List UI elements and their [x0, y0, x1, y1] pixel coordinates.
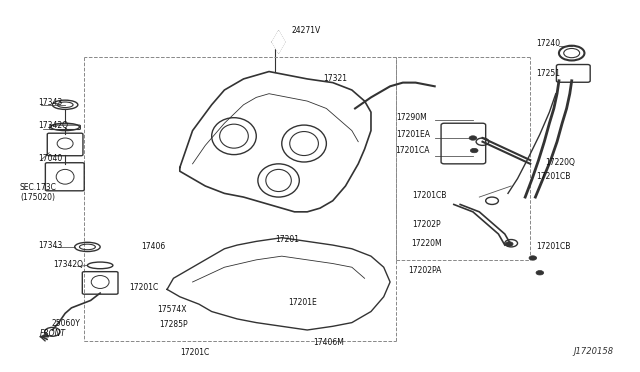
Text: 17240: 17240	[537, 39, 561, 48]
Polygon shape	[272, 31, 285, 53]
Text: 17343: 17343	[38, 99, 63, 108]
Circle shape	[536, 270, 543, 275]
Text: 17220Q: 17220Q	[545, 157, 575, 167]
Circle shape	[506, 242, 513, 246]
Text: 17406M: 17406M	[314, 339, 344, 347]
Text: 17201C: 17201C	[129, 283, 158, 292]
Text: SEC.173C: SEC.173C	[19, 183, 56, 192]
Text: 17201EA: 17201EA	[396, 130, 431, 139]
Text: 17201C: 17201C	[180, 348, 209, 357]
Text: 17342Q: 17342Q	[38, 121, 68, 129]
Text: 17290M: 17290M	[396, 113, 428, 122]
Text: J1720158: J1720158	[573, 347, 613, 356]
Text: FRONT: FRONT	[40, 329, 66, 338]
Text: 17220M: 17220M	[411, 239, 442, 248]
Text: 17343: 17343	[38, 241, 63, 250]
Text: 25060Y: 25060Y	[51, 319, 80, 328]
Circle shape	[529, 256, 537, 260]
Text: 17201CB: 17201CB	[537, 172, 571, 181]
Text: 17251: 17251	[537, 69, 561, 78]
Text: 17342Q: 17342Q	[54, 260, 84, 269]
Text: 17201: 17201	[275, 235, 300, 244]
Text: 17321: 17321	[323, 74, 347, 83]
Text: 17202P: 17202P	[412, 220, 441, 229]
Text: 17201CB: 17201CB	[537, 243, 571, 251]
Text: 17201E: 17201E	[288, 298, 317, 307]
Text: 17406: 17406	[141, 243, 166, 251]
Text: 24271V: 24271V	[291, 26, 321, 35]
Text: 17574X: 17574X	[157, 305, 187, 314]
Circle shape	[469, 136, 477, 140]
Text: 17201CA: 17201CA	[395, 147, 429, 155]
Text: (175020): (175020)	[20, 193, 56, 202]
Text: 17040: 17040	[38, 154, 63, 163]
Circle shape	[470, 148, 478, 153]
Text: 17285P: 17285P	[159, 320, 188, 329]
Text: 17201CB: 17201CB	[412, 191, 447, 200]
Text: 17202PA: 17202PA	[408, 266, 442, 275]
